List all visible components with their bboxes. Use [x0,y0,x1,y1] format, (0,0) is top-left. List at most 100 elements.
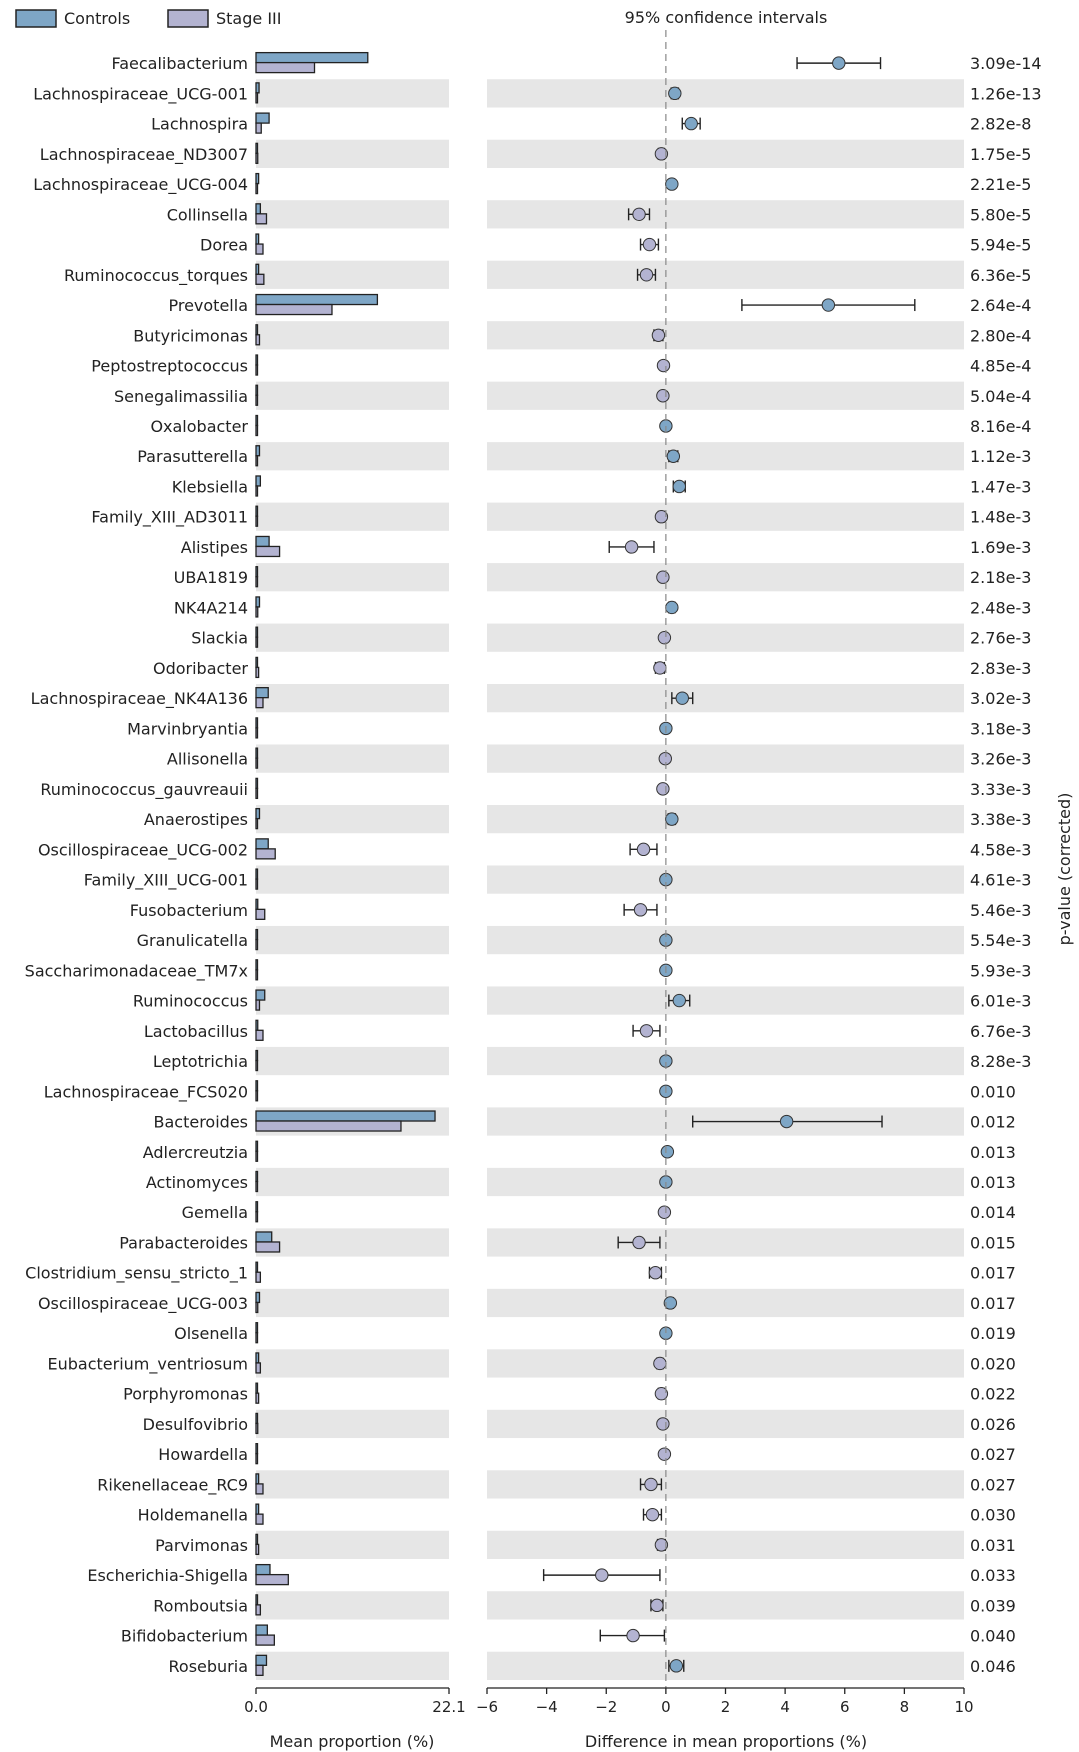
right-axis-tick-label: 0 [661,1698,671,1716]
stripe-bar-eubacterium-ventriosum [256,1349,449,1378]
bar-controls [255,1049,259,1062]
stripe-bar-family-xiii-ucg-001 [256,865,449,894]
mean-difference-point [595,1568,609,1582]
right-axis-title: Difference in mean proportions (%) [585,1732,867,1751]
stripe-ci-leptotrichia [487,1046,964,1076]
bar-stage-iii [255,394,259,406]
bar-stage-iii [255,1150,259,1162]
bar-controls [255,1322,259,1334]
stripe-ci-slackia [487,623,964,652]
mean-difference-point [656,1417,670,1431]
bar-controls [255,928,259,941]
mean-difference-point [633,903,648,917]
row-alistipes: Alistipes 1.69e-3 [181,535,1031,558]
category-label: Lachnospiraceae_ND3007 [40,145,248,165]
bar-controls [255,203,262,215]
bar-controls [255,566,259,578]
stripe-bar-family-xiii-ad3011 [256,502,449,531]
p-value: 0.027 [970,1445,1016,1464]
row-howardella: Howardella 0.027 [158,1443,1016,1465]
p-value: 3.33e-3 [970,780,1031,799]
category-label: Roseburia [169,1657,249,1676]
category-label: Porphyromonas [123,1385,248,1404]
mean-difference-point [672,479,686,494]
bar-controls [255,172,260,185]
bar-stage-iii [255,1543,260,1556]
stripe-ci-parabacteroides [487,1228,964,1257]
row-marvinbryantia: Marvinbryantia 3.18e-3 [127,717,1031,739]
mean-difference-point [653,1356,667,1371]
bar-stage-iii [255,1483,264,1495]
row-collinsella: Collinsella 5.80e-5 [167,203,1031,225]
row-lachnospiraceae-nk4a136: Lachnospiraceae_NK4A136 3.02e-3 [31,687,1031,709]
mean-difference-point [657,1205,672,1219]
bar-stage-iii [255,182,259,195]
p-value: 0.015 [970,1233,1016,1252]
p-value: 6.76e-3 [970,1022,1031,1041]
stripe-ci-parasutterella [487,442,964,471]
category-label: Olsenella [174,1324,248,1343]
mean-difference-point [654,510,669,524]
category-label: Parvimonas [155,1536,248,1555]
mean-difference-point [656,389,670,403]
row-lachnospiraceae-fcs020: Lachnospiraceae_FCS020 0.010 [44,1080,1016,1102]
category-label: Granulicatella [137,931,248,950]
bar-stage-iii [255,1453,259,1465]
stripe-bar-granulicatella [256,925,449,955]
bar-controls [255,1019,259,1031]
bar-stage-iii [255,878,259,890]
row-saccharimonadaceae-tm7x: Saccharimonadaceae_TM7x 5.93e-3 [25,959,1031,981]
stripe-bar-collinsella [256,200,449,229]
p-value: 3.38e-3 [970,810,1031,829]
row-odoribacter: Odoribacter 2.83e-3 [153,656,1031,679]
stripe-bar-desulfovibrio [256,1409,449,1439]
category-label: Saccharimonadaceae_TM7x [25,961,248,981]
mean-difference-point [657,1447,672,1461]
stripe-ci-lachnospiraceae-ucg-001 [487,79,964,108]
row-parabacteroides: Parabacteroides 0.015 [119,1231,1016,1253]
p-value: 4.58e-3 [970,840,1031,859]
bar-stage-iii [255,1332,259,1344]
row-lachnospiraceae-ucg-001: Lachnospiraceae_UCG-001 1.26e-13 [33,82,1042,104]
row-holdemanella: Holdemanella 0.030 [138,1503,1016,1525]
p-value: 2.82e-8 [970,115,1031,134]
row-dorea: Dorea 5.94e-5 [200,233,1031,255]
right-axis-tick-label: 8 [900,1698,910,1716]
p-value: 5.94e-5 [970,236,1031,255]
bar-controls [255,263,260,275]
stripe-bar-parvimonas [256,1530,449,1559]
category-label: Eubacterium_ventriosum [48,1354,248,1374]
row-lachnospiraceae-nd3007: Lachnospiraceae_ND3007 1.75e-5 [40,142,1031,165]
category-label: Ruminococcus_torques [64,266,248,286]
bar-controls [255,1201,259,1213]
bar-stage-iii [255,1573,289,1586]
stripe-bar-oscillospiraceae-ucg-003 [256,1288,449,1318]
bar-controls [255,1231,273,1243]
left-axis-tick-label: 22.1 [432,1698,465,1716]
category-label: Rikenellaceae_RC9 [97,1475,248,1495]
p-value: 1.26e-13 [970,84,1042,103]
category-label: UBA1819 [174,568,248,587]
stripe-bar-butyricimonas [256,321,449,350]
category-label: Collinsella [167,205,248,224]
category-label: Allisonella [167,750,248,769]
ci-title: 95% confidence intervals [625,8,828,27]
p-value: 0.012 [970,1113,1016,1132]
row-porphyromonas: Porphyromonas 0.022 [123,1382,1016,1404]
mean-difference-point [665,177,679,191]
bar-stage-iii [255,1271,262,1283]
bar-controls [255,596,261,608]
row-clostridium-sensu-stricto-1: Clostridium_sensu_stricto_1 0.017 [25,1261,1016,1284]
category-label: Fusobacterium [130,901,248,920]
row-adlercreutzia: Adlercreutzia 0.013 [143,1140,1016,1162]
row-desulfovibrio: Desulfovibrio 0.026 [143,1412,1016,1435]
p-value: 0.022 [970,1385,1016,1404]
bar-controls [255,1563,271,1576]
bar-stage-iii [255,1059,259,1072]
p-value: 5.93e-3 [970,961,1031,980]
stripe-ci-roseburia [487,1651,964,1680]
p-value: 1.47e-3 [970,477,1031,496]
p-value: 5.04e-4 [970,387,1031,406]
bar-stage-iii [255,1634,275,1646]
